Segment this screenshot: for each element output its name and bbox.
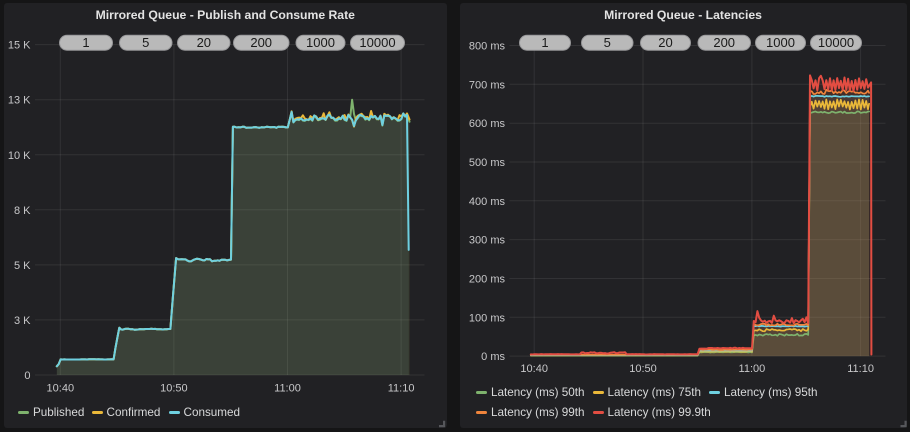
svg-text:20: 20 xyxy=(197,35,211,50)
svg-text:200: 200 xyxy=(713,35,735,50)
svg-text:3 K: 3 K xyxy=(14,315,31,327)
svg-text:0 ms: 0 ms xyxy=(481,351,505,363)
svg-text:10000: 10000 xyxy=(359,35,395,50)
svg-text:0: 0 xyxy=(24,370,30,382)
svg-text:11:00: 11:00 xyxy=(274,383,301,395)
svg-text:1000: 1000 xyxy=(306,35,335,50)
svg-text:400 ms: 400 ms xyxy=(468,196,505,208)
svg-text:11:00: 11:00 xyxy=(738,363,765,375)
svg-text:5: 5 xyxy=(142,35,149,50)
svg-text:8 K: 8 K xyxy=(14,205,31,217)
svg-text:20: 20 xyxy=(658,35,672,50)
svg-text:10:40: 10:40 xyxy=(520,363,548,375)
svg-text:11:10: 11:10 xyxy=(388,383,415,395)
svg-text:10000: 10000 xyxy=(817,35,853,50)
svg-text:13 K: 13 K xyxy=(8,95,31,107)
svg-text:11:10: 11:10 xyxy=(847,363,874,375)
svg-text:15 K: 15 K xyxy=(8,40,31,52)
svg-text:5 K: 5 K xyxy=(14,260,31,272)
svg-text:5: 5 xyxy=(603,35,610,50)
svg-text:700 ms: 700 ms xyxy=(468,79,505,91)
svg-text:1000: 1000 xyxy=(766,35,795,50)
svg-text:300 ms: 300 ms xyxy=(468,235,505,247)
svg-text:800 ms: 800 ms xyxy=(468,41,505,53)
svg-text:200: 200 xyxy=(250,35,272,50)
svg-text:1: 1 xyxy=(541,35,548,50)
svg-text:500 ms: 500 ms xyxy=(468,157,505,169)
svg-text:1: 1 xyxy=(82,35,89,50)
svg-text:10 K: 10 K xyxy=(8,150,31,162)
svg-text:600 ms: 600 ms xyxy=(468,118,505,130)
svg-text:200 ms: 200 ms xyxy=(468,274,505,286)
svg-text:10:40: 10:40 xyxy=(47,383,75,395)
svg-text:10:50: 10:50 xyxy=(629,363,657,375)
svg-text:100 ms: 100 ms xyxy=(468,312,505,324)
svg-text:10:50: 10:50 xyxy=(160,383,188,395)
